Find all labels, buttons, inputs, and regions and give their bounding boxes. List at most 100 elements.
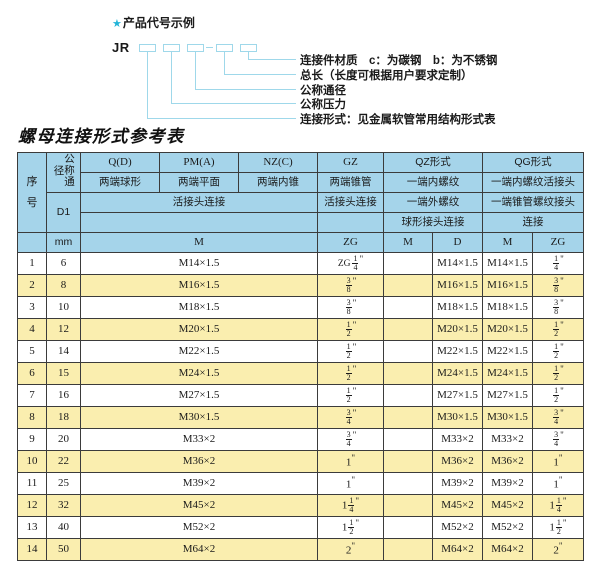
cell-qz-m	[383, 318, 433, 341]
leader-horizontal-4	[224, 74, 296, 76]
cell-m: M30×1.5	[80, 406, 318, 429]
col-header-unit-qg-m: M	[482, 232, 533, 253]
leader-horizontal-1	[147, 118, 296, 120]
cell-gz: 1 1 4 "	[317, 494, 384, 517]
cell-dn: 22	[46, 450, 81, 473]
cell-gz: 3 8 "	[317, 296, 384, 319]
cell-gz: 1"	[317, 472, 384, 495]
cell-qg-zg: 3 4 "	[532, 428, 584, 451]
table-row: 4 12 M20×1.5 1 2 " M20×1.5 M20×1.5 1 2 "	[17, 318, 584, 341]
col-header-seq: 序号	[17, 152, 47, 233]
col-header-unit-zg: ZG	[317, 232, 384, 253]
col-header-desc-qd: 两端球形	[80, 172, 160, 193]
table-row: 14 50 M64×2 2" M64×2 M64×2 2"	[17, 538, 584, 561]
star-icon: ★	[112, 18, 122, 30]
col-header-conn-gz: 活接头连接	[317, 192, 384, 213]
table-row: 5 14 M22×1.5 1 2 " M22×1.5 M22×1.5 1 2 "	[17, 340, 584, 363]
page-title: 螺母连接形式参考表	[18, 127, 185, 146]
seq-char-1: 序	[26, 175, 38, 188]
table-header: 序号 公称通径 Q(D) PM(A) NZ(C) GZ QZ形式 QG形式 两端…	[17, 152, 584, 253]
leader-horizontal-5	[248, 59, 296, 61]
cell-qg-m: M20×1.5	[482, 318, 533, 341]
col-header-group-pma: PM(A)	[159, 152, 239, 173]
cell-qz-m	[383, 494, 433, 517]
leader-vertical-1	[147, 52, 149, 118]
code-box-4	[216, 44, 233, 52]
header-row-desc: 两端球形 两端平面 两端内锥 两端锥管 一端内螺纹 一端内螺纹活接头	[18, 172, 584, 193]
cell-m: M22×1.5	[80, 340, 318, 363]
col-header-unit-qz-m: M	[383, 232, 433, 253]
table-row: 7 16 M27×1.5 1 2 " M27×1.5 M27×1.5 1 2 "	[17, 384, 584, 407]
table-row: 3 10 M18×1.5 3 8 " M18×1.5 M18×1.5 3 8 "	[17, 296, 584, 319]
cell-qz-d: M16×1.5	[432, 274, 483, 297]
cell-seq: 7	[17, 384, 47, 407]
cell-qg-zg: 3 8 "	[532, 274, 584, 297]
cell-qz-m	[383, 274, 433, 297]
cell-gz: 3 4 "	[317, 406, 384, 429]
header-row-code: 序号 公称通径 Q(D) PM(A) NZ(C) GZ QZ形式 QG形式	[17, 152, 584, 233]
header-row-units: mm M ZG M D M ZG	[17, 232, 584, 253]
cell-qz-m	[383, 362, 433, 385]
col-header-unit-m: M	[80, 232, 318, 253]
cell-dn: 14	[46, 340, 81, 363]
col-header-dn: 公称通径	[46, 152, 81, 193]
cell-qz-d: M27×1.5	[432, 384, 483, 407]
cell-gz: 1 1 2 "	[317, 516, 384, 539]
cell-qz-m	[383, 384, 433, 407]
col-header-desc-pma: 两端平面	[159, 172, 239, 193]
cell-qz-m	[383, 406, 433, 429]
cell-dn: 12	[46, 318, 81, 341]
cell-qz-d: M33×2	[432, 428, 483, 451]
cell-qg-zg: 1 1 4 "	[532, 494, 584, 517]
cell-qg-m: M16×1.5	[482, 274, 533, 297]
leader-horizontal-2	[171, 103, 296, 105]
cell-qg-m: M27×1.5	[482, 384, 533, 407]
cell-qg-zg: 1"	[532, 472, 584, 495]
cell-qg-m: M39×2	[482, 472, 533, 495]
legend-item-1: 连接件材质 c：为碳钢 b：为不锈钢	[300, 55, 498, 67]
cell-seq: 9	[17, 428, 47, 451]
cell-qz-d: M30×1.5	[432, 406, 483, 429]
cell-m: M64×2	[80, 538, 318, 561]
cell-m: M39×2	[80, 472, 318, 495]
cell-dn: 20	[46, 428, 81, 451]
col-header-dn-label: 公称通径	[52, 153, 76, 188]
leader-vertical-3	[195, 52, 197, 89]
col-header-unit-qz-d: D	[432, 232, 483, 253]
table-row: 8 18 M30×1.5 3 4 " M30×1.5 M30×1.5 3 4 "	[17, 406, 584, 429]
col-header-desc-nzc: 两端内锥	[238, 172, 318, 193]
cell-qg-zg: 1 1 2 "	[532, 516, 584, 539]
table-row: 6 15 M24×1.5 1 2 " M24×1.5 M24×1.5 1 2 "	[17, 362, 584, 385]
cell-dn: 40	[46, 516, 81, 539]
legend-item-2: 总长（长度可根据用户要求定制）	[300, 70, 473, 82]
col-header-group-qz: QZ形式	[383, 152, 483, 173]
cell-gz: 1 2 "	[317, 362, 384, 385]
cell-gz: 1 2 "	[317, 384, 384, 407]
cell-dn: 10	[46, 296, 81, 319]
cell-dn: 25	[46, 472, 81, 495]
cell-m: M20×1.5	[80, 318, 318, 341]
cell-dn: 18	[46, 406, 81, 429]
cell-seq: 14	[17, 538, 47, 561]
table-row: 11 25 M39×2 1" M39×2 M39×2 1"	[17, 472, 584, 495]
table-row: 9 20 M33×2 3 4 " M33×2 M33×2 3 4 "	[17, 428, 584, 451]
cell-qz-d: M36×2	[432, 450, 483, 473]
cell-qg-m: M45×2	[482, 494, 533, 517]
col-header-dn-d1: D1	[46, 192, 81, 233]
col-header-group-qd: Q(D)	[80, 152, 160, 173]
cell-dn: 6	[46, 252, 81, 275]
cell-gz: 1 2 "	[317, 318, 384, 341]
cell-m: M16×1.5	[80, 274, 318, 297]
cell-qg-zg: 1 2 "	[532, 318, 584, 341]
col-header-desc-gz: 两端锥管	[317, 172, 384, 193]
table-row: 1 6 M14×1.5 ZG 1 4 " M14×1.5 M14×1.5 1 4 "	[17, 252, 584, 275]
col-header-conn-left: 活接头连接	[80, 192, 318, 213]
cell-qz-d: M20×1.5	[432, 318, 483, 341]
cell-qz-d: M64×2	[432, 538, 483, 561]
col-header-unit-mm: mm	[46, 232, 81, 253]
cell-seq: 2	[17, 274, 47, 297]
cell-dn: 15	[46, 362, 81, 385]
cell-qg-m: M24×1.5	[482, 362, 533, 385]
cell-m: M18×1.5	[80, 296, 318, 319]
col-header-desc-qg: 一端内螺纹活接头	[482, 172, 584, 193]
